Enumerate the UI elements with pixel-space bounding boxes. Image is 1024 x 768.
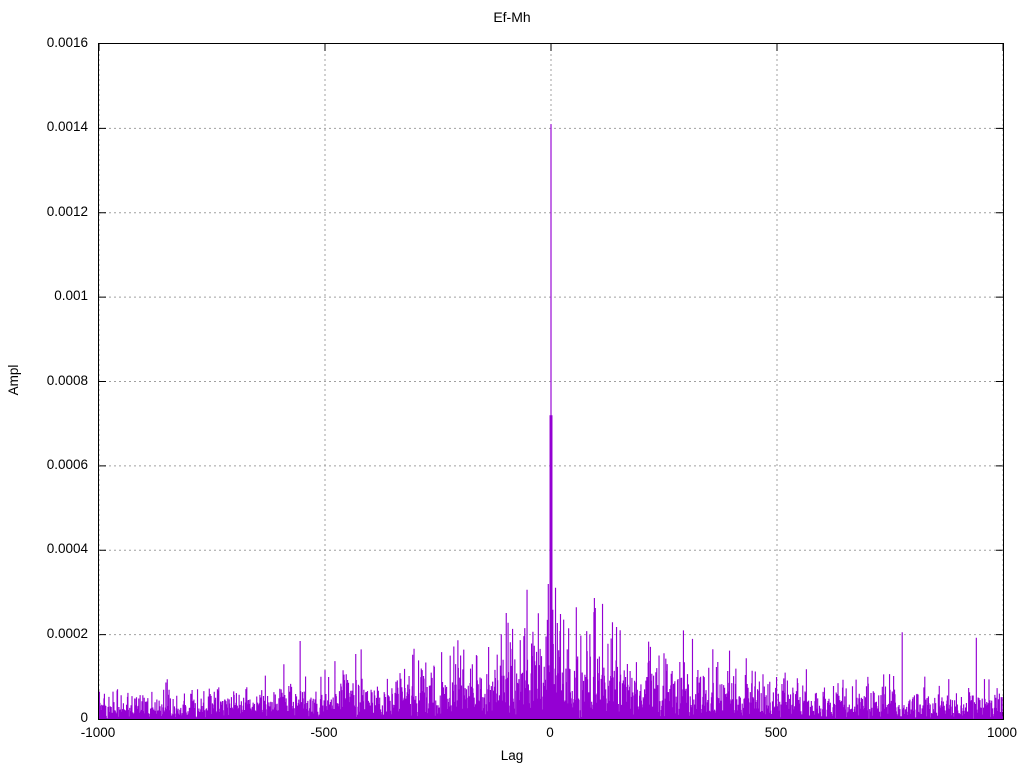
x-tick-label: 0 — [546, 725, 554, 740]
chart-title: Ef-Mh — [493, 9, 531, 25]
y-tick-label: 0.0006 — [46, 456, 88, 472]
x-tick-label: 1000 — [986, 725, 1018, 740]
x-tick-label: -1000 — [80, 725, 116, 740]
y-tick-label: 0.0016 — [46, 35, 88, 50]
plot-inner — [99, 44, 1003, 719]
x-tick-label: 500 — [764, 725, 788, 740]
y-tick-label: 0.0004 — [46, 541, 88, 557]
y-tick-label: 0.0002 — [46, 625, 88, 641]
y-tick-label: 0.0012 — [46, 203, 88, 219]
x-axis-title: Lag — [500, 748, 524, 763]
plot-area — [98, 43, 1004, 720]
series-line-ef-mh — [99, 124, 1003, 719]
y-tick-label: 0 — [80, 710, 88, 725]
x-tick-label: -500 — [310, 725, 338, 740]
y-tick-label: 0.0008 — [46, 372, 88, 388]
y-tick-label: 0.0014 — [46, 119, 88, 135]
y-tick-label: 0.001 — [54, 288, 88, 304]
y-axis-title: Ampl — [6, 364, 21, 396]
